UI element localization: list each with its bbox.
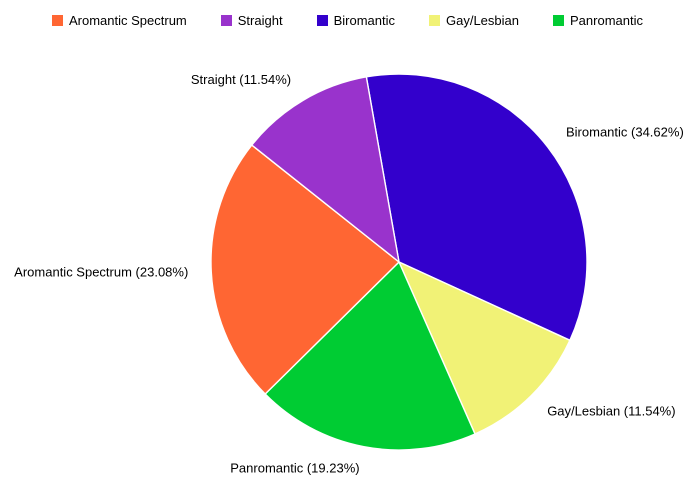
legend-item-biromantic[interactable]: Biromantic: [316, 13, 395, 28]
slice-label-straight: Straight (11.54%): [191, 72, 291, 87]
legend-swatch-icon: [316, 15, 328, 26]
legend-label: Biromantic: [333, 13, 395, 28]
legend-item-gay-lesbian[interactable]: Gay/Lesbian: [429, 13, 519, 28]
pie-slice-panromantic[interactable]: [264, 261, 476, 451]
legend-swatch-icon: [429, 15, 440, 26]
legend-swatch-icon: [220, 15, 232, 26]
pie-slice-gay-lesbian[interactable]: [398, 261, 571, 435]
pie-slice-straight[interactable]: [251, 76, 400, 263]
legend-label: Aromantic Spectrum: [69, 13, 187, 28]
pie-slice-biromantic[interactable]: [365, 73, 588, 342]
legend-label: Gay/Lesbian: [446, 13, 519, 28]
legend-item-panromantic[interactable]: Panromantic: [553, 13, 643, 28]
slice-label-biromantic: Biromantic (34.62%): [566, 124, 684, 139]
slice-label-aromantic-spectrum: Aromantic Spectrum (23.08%): [14, 265, 188, 280]
legend-label: Panromantic: [570, 13, 643, 28]
pie-slice-aromantic-spectrum[interactable]: [210, 144, 400, 395]
legend-label: Straight: [237, 13, 283, 28]
legend-item-aromantic-spectrum[interactable]: Aromantic Spectrum: [52, 13, 187, 28]
legend-swatch-icon: [52, 15, 63, 26]
legend-item-straight[interactable]: Straight: [220, 13, 283, 28]
slice-label-panromantic: Panromantic (19.23%): [230, 461, 359, 476]
chart-legend: Aromantic Spectrum Straight Biromantic Gay/…: [0, 13, 695, 28]
legend-swatch-icon: [553, 15, 564, 26]
slice-label-gay-lesbian: Gay/Lesbian (11.54%): [547, 404, 675, 419]
